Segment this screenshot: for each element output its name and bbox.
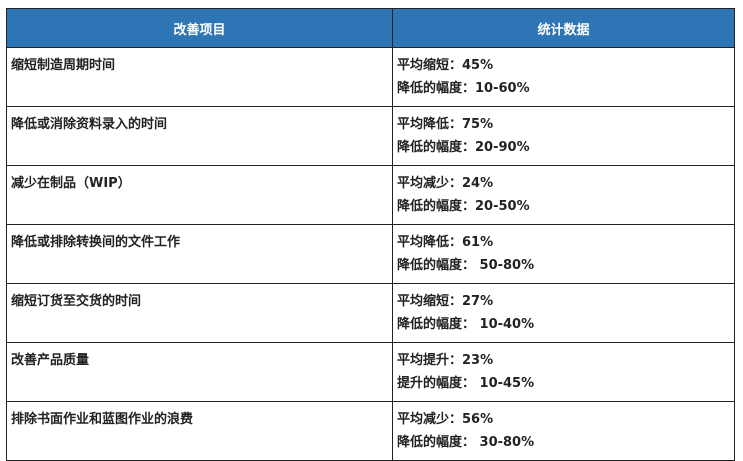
improvement-item: 减少在制品（WIP） (6, 165, 393, 225)
statistics-cell: 平均缩短：45% 降低的幅度：10-60% (392, 47, 735, 107)
statistics-cell: 平均降低：61% 降低的幅度： 50-80% (392, 224, 735, 284)
header-statistics: 统计数据 (392, 8, 735, 48)
improvement-item: 排除书面作业和蓝图作业的浪费 (6, 401, 393, 461)
range-value: 降低的幅度： 50-80% (397, 258, 535, 273)
table-row: 降低或排除转换间的文件工作 平均降低：61% 降低的幅度： 50-80% (6, 224, 735, 284)
range-value: 降低的幅度： 30-80% (397, 435, 535, 450)
table-row: 缩短订货至交货的时间 平均缩短：27% 降低的幅度： 10-40% (6, 283, 735, 343)
average-value: 平均提升：23% (397, 353, 494, 368)
table-row: 排除书面作业和蓝图作业的浪费 平均减少：56% 降低的幅度： 30-80% (6, 401, 735, 461)
table-row: 减少在制品（WIP） 平均减少：24% 降低的幅度：20-50% (6, 165, 735, 225)
average-value: 平均降低：61% (397, 235, 494, 250)
statistics-cell: 平均减少：24% 降低的幅度：20-50% (392, 165, 735, 225)
range-value: 降低的幅度：20-50% (397, 199, 530, 214)
range-value: 降低的幅度：20-90% (397, 140, 530, 155)
header-row: 改善项目 统计数据 (6, 8, 735, 48)
average-value: 平均降低：75% (397, 117, 494, 132)
table-row: 改善产品质量 平均提升：23% 提升的幅度： 10-45% (6, 342, 735, 402)
table-row: 缩短制造周期时间 平均缩短：45% 降低的幅度：10-60% (6, 47, 735, 107)
range-value: 提升的幅度： 10-45% (397, 376, 535, 391)
average-value: 平均减少：56% (397, 412, 494, 427)
improvement-item: 缩短制造周期时间 (6, 47, 393, 107)
improvement-item: 改善产品质量 (6, 342, 393, 402)
table-row: 降低或消除资料录入的时间 平均降低：75% 降低的幅度：20-90% (6, 106, 735, 166)
improvement-item: 缩短订货至交货的时间 (6, 283, 393, 343)
statistics-cell: 平均降低：75% 降低的幅度：20-90% (392, 106, 735, 166)
statistics-cell: 平均减少：56% 降低的幅度： 30-80% (392, 401, 735, 461)
statistics-cell: 平均提升：23% 提升的幅度： 10-45% (392, 342, 735, 402)
improvement-item: 降低或排除转换间的文件工作 (6, 224, 393, 284)
header-improvement-item: 改善项目 (6, 8, 393, 48)
improvement-item: 降低或消除资料录入的时间 (6, 106, 393, 166)
average-value: 平均减少：24% (397, 176, 494, 191)
improvement-statistics-table: 改善项目 统计数据 缩短制造周期时间 平均缩短：45% 降低的幅度：10-60% 降… (6, 8, 735, 461)
average-value: 平均缩短：45% (397, 58, 494, 73)
average-value: 平均缩短：27% (397, 294, 494, 309)
range-value: 降低的幅度： 10-40% (397, 317, 535, 332)
range-value: 降低的幅度：10-60% (397, 81, 530, 96)
statistics-cell: 平均缩短：27% 降低的幅度： 10-40% (392, 283, 735, 343)
